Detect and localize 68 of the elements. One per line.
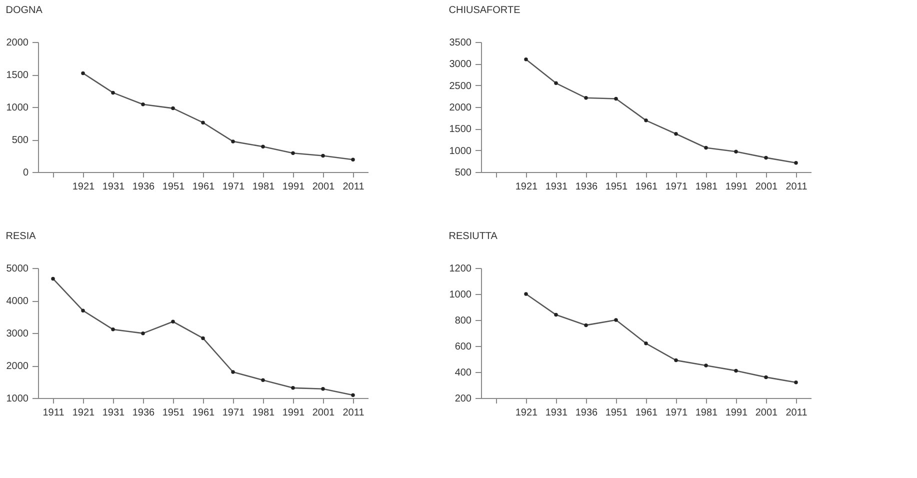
x-tick-label: 1951	[162, 182, 186, 192]
x-tick-label: 1951	[605, 408, 628, 418]
x-tick-label: 1981	[695, 182, 718, 192]
x-tick-label: 2011	[342, 182, 365, 192]
x-tick-label: 1991	[725, 182, 748, 192]
y-tick-label: 200	[454, 394, 472, 404]
y-tick-label: 800	[454, 316, 472, 326]
chart-title: CHIUSAFORTE	[448, 5, 521, 16]
y-tick-label: 2000	[6, 38, 29, 48]
x-tick-label: 1921	[72, 182, 96, 192]
y-tick-label: 600	[454, 342, 472, 352]
x-tick-label: 2011	[342, 408, 365, 418]
y-tick-label: 1000	[6, 394, 29, 404]
x-tick-label: 1951	[162, 408, 186, 418]
y-tick-label: 1500	[449, 124, 472, 136]
y-tick-label: 1000	[449, 290, 472, 300]
x-tick-label: 1961	[635, 408, 658, 418]
y-tick-label: 3000	[6, 328, 29, 340]
x-tick-label: 2001	[312, 182, 336, 192]
x-tick-label: 1971	[222, 408, 246, 418]
y-tick-label: 0	[22, 168, 29, 178]
y-tick-label: 400	[454, 368, 472, 378]
y-tick-label: 1000	[6, 102, 29, 114]
x-tick-label: 1991	[282, 182, 306, 192]
x-tick-label: 1931	[545, 182, 568, 192]
y-tick-label: 2000	[6, 361, 29, 372]
x-tick-label: 1936	[132, 182, 156, 192]
x-tick-label: 1936	[575, 182, 598, 192]
chart-title: RESIA	[6, 231, 36, 242]
x-tick-label: 1961	[635, 182, 658, 192]
x-tick-label: 1911	[42, 408, 65, 418]
x-tick-label: 1971	[665, 182, 688, 192]
x-tick-label: 1971	[665, 408, 688, 418]
y-tick-label: 500	[12, 135, 29, 146]
y-tick-label: 3000	[449, 59, 472, 70]
y-tick-label: 1200	[449, 264, 472, 274]
y-tick-label: 5000	[6, 264, 29, 274]
x-tick-label: 2001	[755, 408, 778, 418]
x-tick-label: 1991	[725, 408, 748, 418]
x-tick-label: 2001	[312, 408, 336, 418]
x-tick-label: 1981	[252, 408, 276, 418]
y-tick-label: 500	[454, 168, 472, 178]
y-tick-label: 2500	[449, 80, 472, 92]
x-tick-label: 1936	[575, 408, 598, 418]
y-tick-label: 1500	[6, 70, 29, 81]
x-tick-label: 2001	[755, 182, 778, 192]
x-tick-label: 1971	[222, 182, 246, 192]
x-tick-label: 1931	[102, 182, 126, 192]
chart-title: DOGNA	[6, 5, 43, 16]
chart-title: RESIUTTA	[448, 231, 498, 242]
x-tick-label: 1951	[605, 182, 628, 192]
x-tick-label: 1931	[545, 408, 568, 418]
y-tick-label: 2000	[449, 102, 472, 114]
y-tick-label: 1000	[449, 146, 472, 157]
x-tick-label: 1931	[102, 408, 126, 418]
x-tick-label: 1921	[515, 408, 538, 418]
x-tick-label: 1936	[132, 408, 156, 418]
x-tick-label: 1981	[695, 408, 718, 418]
x-tick-label: 1961	[192, 182, 216, 192]
x-tick-label: 1921	[515, 182, 538, 192]
x-tick-label: 1991	[282, 408, 306, 418]
y-tick-label: 3500	[449, 38, 472, 48]
x-tick-label: 2011	[786, 182, 808, 192]
x-tick-label: 1921	[72, 408, 96, 418]
y-tick-label: 4000	[6, 296, 29, 307]
x-tick-label: 2011	[786, 408, 808, 418]
x-tick-label: 1961	[192, 408, 216, 418]
x-tick-label: 1981	[252, 182, 276, 192]
